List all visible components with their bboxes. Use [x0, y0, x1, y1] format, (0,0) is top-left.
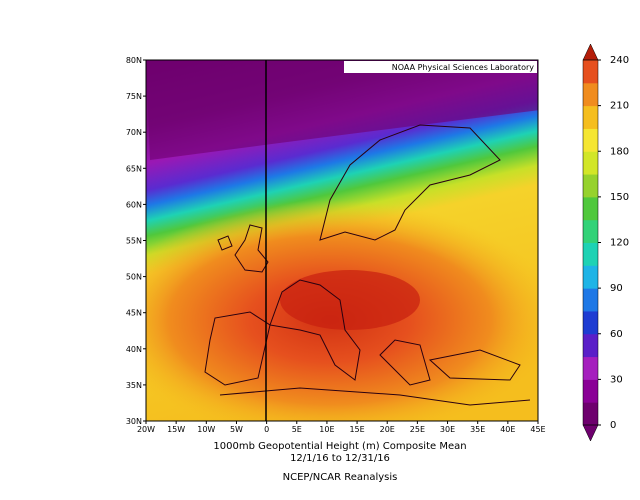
lat-label: 35N — [126, 381, 142, 390]
colorbar-band — [583, 288, 598, 312]
lon-label: 10E — [319, 425, 334, 434]
colorbar-label: 0 — [610, 420, 616, 431]
map-title: 1000mb Geopotential Height (m) Composite… — [213, 441, 466, 452]
lon-label: 10W — [197, 425, 215, 434]
colorbar-band — [583, 242, 598, 266]
colorbar-label: 120 — [610, 238, 629, 249]
colorbar-band — [583, 310, 598, 335]
colorbar-band — [583, 151, 598, 175]
colorbar-high — [582, 43, 599, 61]
lon-label: 25E — [410, 425, 425, 434]
date-range: 12/1/16 to 12/31/16 — [290, 453, 390, 464]
lon-label: 45E — [530, 425, 545, 434]
colorbar-label: 30 — [610, 374, 623, 385]
colorbar-band — [583, 219, 598, 243]
lat-label: 60N — [126, 200, 142, 209]
colorbar-band — [583, 196, 598, 221]
colorbar-low — [582, 424, 599, 442]
colorbar-band — [583, 82, 598, 107]
source-label: NOAA Physical Sciences Laboratory — [392, 63, 535, 72]
lat-label: 80N — [126, 56, 142, 65]
lon-label: 15E — [349, 425, 364, 434]
lat-label: 30N — [126, 417, 142, 426]
lat-label: 40N — [126, 345, 142, 354]
lon-label: 40E — [500, 425, 515, 434]
lon-label: 5W — [230, 425, 243, 434]
colorbar-band — [583, 174, 598, 198]
lon-label: 35E — [470, 425, 485, 434]
lon-label: 30E — [440, 425, 455, 434]
source-box — [344, 61, 537, 73]
lon-label: 20W — [137, 425, 155, 434]
lon-label: 15W — [167, 425, 185, 434]
colorbar-band — [583, 379, 598, 403]
colorbar-band — [583, 128, 598, 152]
colorbar-band — [583, 356, 598, 380]
coastlines — [204, 124, 531, 406]
lat-label: 75N — [126, 92, 142, 101]
height-field — [146, 60, 538, 421]
colorbar-band — [583, 105, 598, 129]
lat-label: 70N — [126, 128, 142, 137]
colorbar-band — [583, 402, 598, 426]
dataset: NCEP/NCAR Reanalysis — [283, 472, 398, 483]
colorbar-label: 180 — [610, 146, 629, 157]
lat-label: 65N — [126, 164, 142, 173]
colorbar-label: 90 — [610, 283, 623, 294]
lat-label: 45N — [126, 309, 142, 318]
colorbar-label: 210 — [610, 101, 629, 112]
lat-label: 55N — [126, 237, 142, 246]
colorbar-band — [583, 333, 598, 358]
colorbar-band — [583, 60, 598, 84]
colorbar-label: 240 — [610, 55, 629, 66]
lat-label: 50N — [126, 273, 142, 282]
colorbar-label: 150 — [610, 192, 629, 203]
lon-label: 5E — [292, 425, 302, 434]
colorbar-label: 60 — [610, 329, 623, 340]
lon-label: 20E — [380, 425, 395, 434]
colorbar-band — [583, 265, 598, 289]
lon-label: 0 — [264, 425, 269, 434]
